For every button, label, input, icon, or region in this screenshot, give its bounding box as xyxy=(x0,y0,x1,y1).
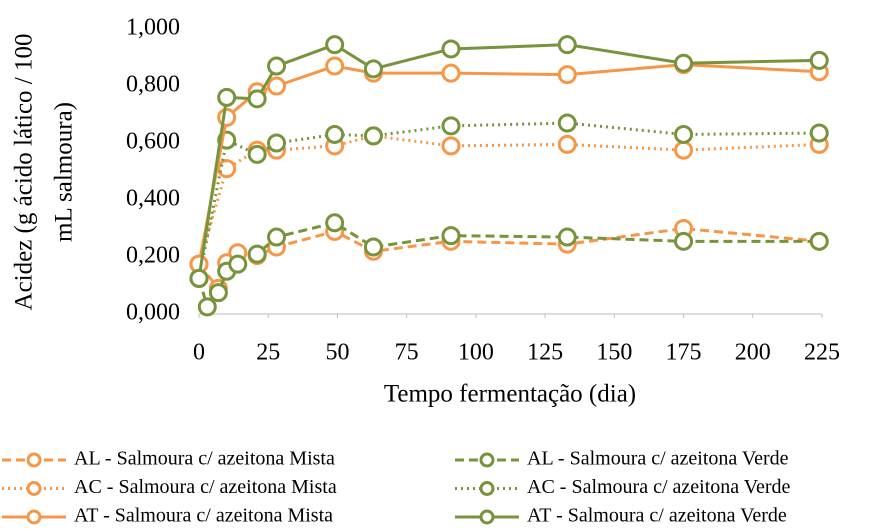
data-point xyxy=(441,226,461,246)
legend: AL - Salmoura c/ azeitona Mista AL - Salm… xyxy=(2,448,791,527)
data-point xyxy=(325,35,345,55)
legend-label: AC - Salmoura c/ azeitona Verde xyxy=(527,476,791,498)
data-point xyxy=(189,268,209,288)
y-axis-title-line: mL salmoura) xyxy=(51,102,78,242)
x-tick-label: 25 xyxy=(256,340,280,366)
x-tick-label: 200 xyxy=(735,340,771,366)
x-tick-label: 175 xyxy=(666,340,702,366)
data-point xyxy=(363,126,383,146)
data-point xyxy=(674,140,694,160)
y-tick-label: 0,800 xyxy=(126,72,180,98)
y-tick-label: 1,000 xyxy=(126,15,180,41)
data-point xyxy=(267,76,287,96)
x-tick-label: 0 xyxy=(193,340,205,366)
x-tick-label: 50 xyxy=(325,340,349,366)
legend-marker xyxy=(26,509,42,525)
y-axis-title-line: Acidez (g ácido lático / 100 xyxy=(11,34,38,311)
data-point xyxy=(809,50,829,70)
series-line xyxy=(197,221,820,311)
data-point xyxy=(363,237,383,257)
data-point xyxy=(247,144,267,164)
data-point xyxy=(267,133,287,153)
data-point xyxy=(363,59,383,79)
legend-label: AL - Salmoura c/ azeitona Mista xyxy=(74,448,335,470)
data-point xyxy=(441,39,461,59)
x-tick-label: 125 xyxy=(527,340,563,366)
data-point xyxy=(557,113,577,133)
x-tick-label: 225 xyxy=(804,340,840,366)
data-point xyxy=(208,283,228,303)
data-point xyxy=(441,116,461,136)
legend-marker xyxy=(479,509,495,525)
series-line xyxy=(197,226,820,292)
legend-marker xyxy=(479,452,495,468)
x-tick-label: 75 xyxy=(395,340,419,366)
data-point xyxy=(325,124,345,144)
data-point xyxy=(325,213,345,233)
series-line xyxy=(197,121,820,279)
series-line xyxy=(197,134,820,265)
data-point xyxy=(217,107,237,127)
data-point xyxy=(441,136,461,156)
x-axis-title: Tempo fermentação (dia) xyxy=(384,381,636,408)
data-point xyxy=(197,297,217,317)
y-tick-label: 0,400 xyxy=(126,186,180,212)
data-point xyxy=(228,254,248,274)
data-point xyxy=(809,231,829,251)
data-point xyxy=(557,65,577,85)
legend-label: AT - Salmoura c/ azeitona Mista xyxy=(74,505,333,527)
legend-marker xyxy=(26,452,42,468)
data-point xyxy=(217,87,237,107)
data-point xyxy=(809,123,829,143)
data-point xyxy=(325,56,345,76)
data-point xyxy=(557,35,577,55)
series-line xyxy=(197,63,820,265)
data-point xyxy=(674,124,694,144)
data-point xyxy=(557,227,577,247)
y-tick-label: 0,600 xyxy=(126,129,180,155)
data-point xyxy=(267,227,287,247)
y-axis-title: Acidez (g ácido lático / 100 mL salmoura… xyxy=(11,34,78,311)
data-point xyxy=(247,89,267,109)
data-point xyxy=(674,231,694,251)
data-point xyxy=(217,159,237,179)
legend-marker xyxy=(26,481,42,496)
data-point xyxy=(557,134,577,154)
y-tick-label: 0,000 xyxy=(126,300,180,326)
x-tick-label: 150 xyxy=(596,340,632,366)
data-point xyxy=(674,53,694,73)
data-point xyxy=(247,244,267,264)
legend-label: AT - Salmoura c/ azeitona Verde xyxy=(527,505,787,527)
y-tick-label: 0,200 xyxy=(126,243,180,269)
x-tick-label: 100 xyxy=(458,340,494,366)
legend-label: AL - Salmoura c/ azeitona Verde xyxy=(527,448,789,470)
series-line xyxy=(197,43,820,279)
data-point xyxy=(441,63,461,83)
legend-label: AC - Salmoura c/ azeitona Mista xyxy=(74,476,337,498)
data-point xyxy=(267,56,287,76)
legend-marker xyxy=(479,481,495,496)
